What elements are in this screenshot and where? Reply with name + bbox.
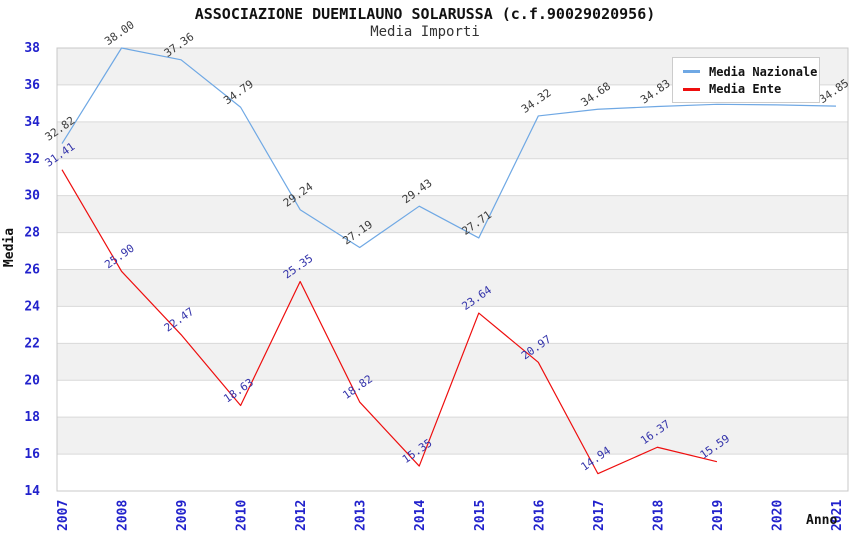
y-tick-label: 26 — [24, 263, 40, 278]
y-tick-label: 34 — [24, 115, 40, 130]
data-label-nazionale: 38.00 — [102, 18, 137, 48]
y-tick-label: 28 — [24, 226, 40, 241]
x-tick-label: 2012 — [294, 500, 309, 531]
y-tick-label: 38 — [24, 41, 40, 56]
x-tick-label: 2008 — [116, 500, 131, 531]
x-tick-label: 2021 — [830, 500, 845, 531]
y-tick-label: 36 — [24, 78, 40, 93]
plot-band — [57, 454, 848, 491]
x-tick-label: 2019 — [711, 500, 726, 531]
x-tick-label: 2020 — [770, 500, 785, 531]
x-tick-label: 2016 — [532, 500, 547, 531]
plot-band — [57, 158, 848, 196]
series-line-nazionale — [61, 47, 837, 249]
y-tick-label: 18 — [24, 410, 40, 425]
y-tick-label: 30 — [24, 189, 40, 204]
chart-title: ASSOCIAZIONE DUEMILAUNO SOLARUSSA (c.f.9… — [194, 5, 656, 23]
x-tick-label: 2010 — [235, 500, 250, 531]
x-axis-title: Anno — [806, 513, 838, 528]
x-tick-label: 2014 — [413, 500, 428, 531]
y-tick-label: 16 — [24, 447, 40, 462]
plot-band — [57, 269, 848, 307]
x-tick-label: 2009 — [175, 500, 190, 531]
y-tick-label: 24 — [24, 299, 40, 314]
x-tick-label: 2007 — [56, 500, 71, 531]
x-tick-label: 2018 — [651, 500, 666, 531]
x-tick-label: 2015 — [473, 500, 488, 531]
legend: Media Nazionale Media Ente — [672, 57, 820, 103]
plot-band — [57, 343, 848, 381]
x-tick-label: 2013 — [354, 500, 369, 531]
plot-border — [56, 47, 849, 492]
y-axis-title: Media — [2, 227, 18, 268]
chart-subtitle: Media Importi — [370, 24, 480, 40]
plot-band — [57, 195, 848, 233]
y-tick-label: 14 — [24, 484, 40, 499]
legend-label-nazionale: Media Nazionale — [709, 64, 818, 79]
legend-item-media-nazionale: Media Nazionale — [683, 63, 817, 81]
plot-band — [57, 121, 848, 159]
series-line-ente — [61, 169, 718, 475]
legend-item-media-ente: Media Ente — [683, 81, 811, 99]
line-swatch-nazionale-icon — [683, 70, 700, 74]
x-tick-label: 2017 — [592, 500, 607, 531]
plot-band — [57, 306, 848, 344]
line-swatch-ente-icon — [683, 87, 700, 91]
plot-band — [57, 232, 848, 270]
y-tick-label: 22 — [24, 336, 40, 351]
legend-label-ente: Media Ente — [709, 82, 782, 97]
plot-band — [57, 380, 848, 418]
y-tick-label: 20 — [24, 373, 40, 388]
y-tick-label: 32 — [24, 152, 40, 167]
plot-band — [57, 417, 848, 455]
